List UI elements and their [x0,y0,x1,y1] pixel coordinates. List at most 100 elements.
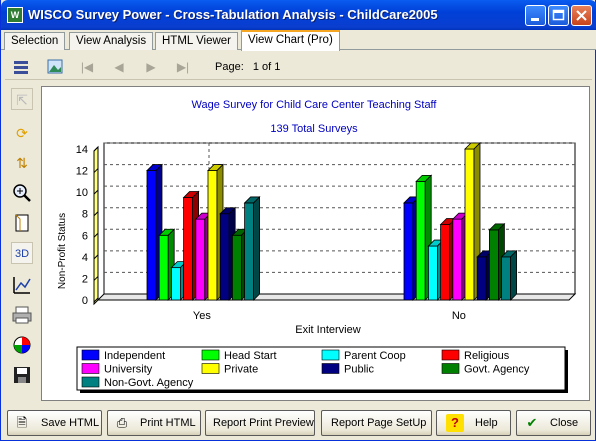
report-page-setup-button[interactable]: Report Page SetUp [321,410,432,436]
legend-swatch [441,363,460,374]
y-tick [93,276,99,281]
minimize-icon [531,18,539,21]
legend-label: Religious [464,350,510,362]
y-axis-label: Non-Profit Status [57,213,68,289]
app-logo-icon[interactable]: W [7,7,23,23]
legend-item: Public [321,363,374,376]
maximize-icon [552,9,565,21]
chart-panel: Wage Survey for Child Care Center Teachi… [41,86,590,401]
close-window-button[interactable] [571,5,592,26]
printer-icon: ⎙ [116,415,128,430]
tab-selection[interactable]: Selection [4,32,66,50]
last-page-icon[interactable]: ▶| [176,60,190,74]
legend-label: Parent Coop [344,350,406,362]
save-document-icon: 🗎 [16,415,28,430]
y-tick [93,168,99,173]
page-icon[interactable] [11,212,33,234]
next-page-icon[interactable]: ▶ [146,60,156,74]
legend-item: Private [201,363,258,376]
legend-swatch [201,363,220,374]
palette-icon[interactable] [11,334,33,356]
print-html-button[interactable]: ⎙ Print HTML [107,410,201,436]
tab-strip: Selection View Analysis HTML Viewer View… [1,30,596,51]
legend-swatch [81,349,100,361]
legend-item: Independent [81,349,165,362]
save-icon[interactable] [11,364,33,386]
window-title: WISCO Survey Power - Cross-Tabulation An… [28,7,438,22]
title-bar[interactable]: W WISCO Survey Power - Cross-Tabulation … [1,0,596,30]
pointer-icon[interactable]: ⇱ [11,88,33,110]
y-tick [93,189,99,195]
first-page-icon[interactable]: |◀ [80,60,94,74]
legend-label: Govt. Agency [464,364,530,376]
y-tick-label: 6 [82,230,88,242]
chart-tools-sidebar: ⇱ ⟳ ⇅ 3D [7,86,35,396]
legend-swatch [321,363,340,374]
help-button[interactable]: ? Help [436,410,511,436]
checkmark-icon: ✔ [526,415,538,430]
legend-label: University [104,364,153,376]
image-export-icon[interactable] [45,57,65,77]
y-tick [93,254,99,260]
report-print-preview-button[interactable]: Report Print Preview [205,410,315,436]
x-tick-label: No [452,310,466,322]
legend-item: University [81,363,153,376]
legend-label: Public [344,364,374,376]
legend-label: Independent [104,350,165,362]
bar [243,195,261,301]
legend-swatch [321,349,340,361]
chart-title: Wage Survey for Child Care Center Teachi… [192,99,438,111]
legend-swatch [201,349,220,361]
y-tick-label: 14 [76,144,88,156]
legend-swatch [81,376,100,388]
close-button[interactable]: ✔ Close [516,410,591,436]
refresh-icon[interactable]: ⟳ [16,125,28,141]
y-tick [93,232,99,238]
legend-label: Head Start [224,350,277,362]
print-icon[interactable] [11,304,33,326]
legend-swatch [81,363,100,374]
report-print-preview-label: Report Print Preview [213,417,314,429]
legend-item: Govt. Agency [441,363,530,376]
report-page-setup-label: Report Page SetUp [331,417,427,429]
zoom-icon[interactable] [11,182,33,204]
legend-item: Head Start [201,349,277,362]
page-label: Page: [215,61,244,73]
maximize-button[interactable] [548,5,569,26]
legend-label: Non-Govt. Agency [104,377,194,389]
page-value: 1 of 1 [252,61,281,73]
minimize-button[interactable] [525,5,546,26]
bottom-action-bar: 🗎 Save HTML ⎙ Print HTML Report Print Pr… [1,406,596,441]
x-tick-label: Yes [193,310,211,322]
page-indicator: Page: 1 of 1 [215,61,280,73]
y-tick-label: 4 [82,252,88,264]
y-tick-label: 12 [76,166,88,178]
chart-edit-icon[interactable] [11,274,33,296]
y-tick-label: 8 [82,209,88,221]
legend-box [76,346,566,391]
grid-view-icon[interactable] [11,57,31,77]
close-icon [576,10,587,21]
legend-label: Private [224,364,258,376]
y-tick [93,297,99,303]
legend-item: Non-Govt. Agency [81,376,194,389]
chart: Wage Survey for Child Care Center Teachi… [57,99,577,393]
close-label: Close [550,417,579,429]
prev-page-icon[interactable]: ◀ [114,60,124,74]
sort-icon[interactable]: ⇅ [16,155,28,171]
bar [500,249,518,301]
save-html-button[interactable]: 🗎 Save HTML [7,410,102,436]
chart-subtitle: 139 Total Surveys [270,123,358,135]
y-tick-label: 10 [76,187,88,199]
y-tick [93,146,99,152]
save-html-label: Save HTML [41,417,100,429]
help-icon: ? [446,414,464,432]
tab-html-viewer[interactable]: HTML Viewer [155,32,239,50]
tab-view-chart[interactable]: View Chart (Pro) [241,30,340,51]
help-label: Help [475,417,498,429]
y-tick-label: 2 [82,273,88,285]
tab-view-analysis[interactable]: View Analysis [69,32,154,50]
chart-toolbar: |◀ ◀ ▶ ▶| [5,54,592,80]
3d-icon[interactable]: 3D [11,242,33,264]
